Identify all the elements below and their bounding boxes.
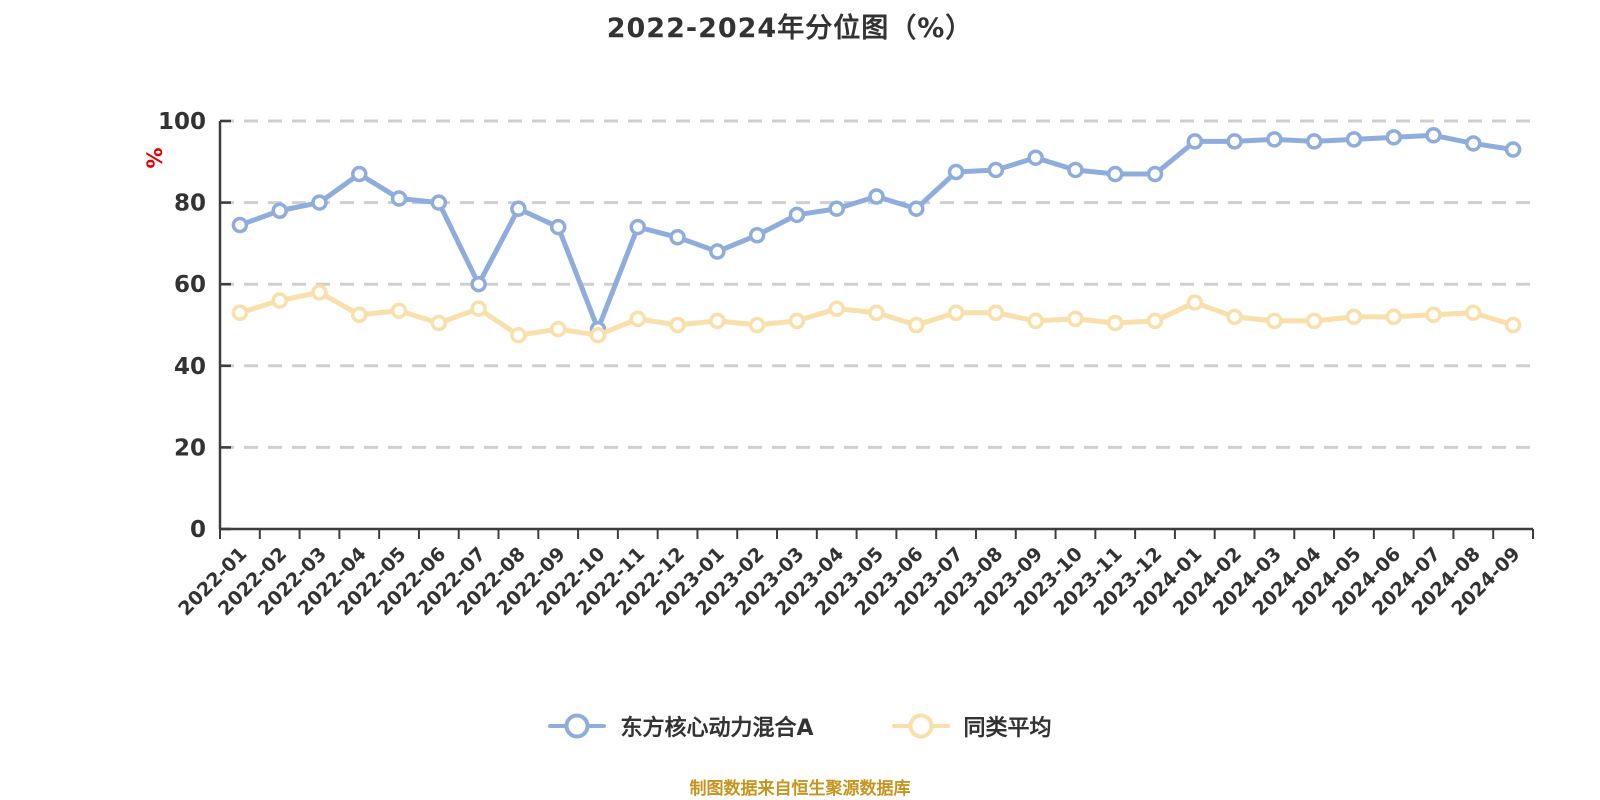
fund-line-marker-icon (548, 713, 607, 739)
legend-item-fund[interactable]: 东方核心动力混合A (548, 710, 814, 742)
svg-text:40: 40 (174, 354, 206, 380)
fund-dot-icon (564, 713, 590, 739)
legend-label-fund: 东方核心动力混合A (620, 716, 814, 741)
line-chart-canvas: 0204060801002022-012022-022022-032022-04… (158, 109, 1534, 620)
legend-item-average[interactable]: 同类平均 (891, 710, 1052, 742)
svg-text:80: 80 (174, 191, 206, 217)
svg-text:100: 100 (158, 109, 206, 135)
chart-title: 2022-2024年分位图（%） (606, 13, 974, 44)
average-dot-icon (908, 713, 933, 739)
data-source-note: 制图数据来自恒生聚源数据库 (689, 779, 911, 799)
chart-legend: 东方核心动力混合A 同类平均 (0, 710, 1600, 742)
svg-text:0: 0 (190, 517, 206, 543)
average-line-marker-icon (891, 713, 950, 739)
legend-label-average: 同类平均 (963, 716, 1052, 741)
svg-text:20: 20 (174, 435, 206, 461)
svg-text:60: 60 (174, 272, 206, 298)
